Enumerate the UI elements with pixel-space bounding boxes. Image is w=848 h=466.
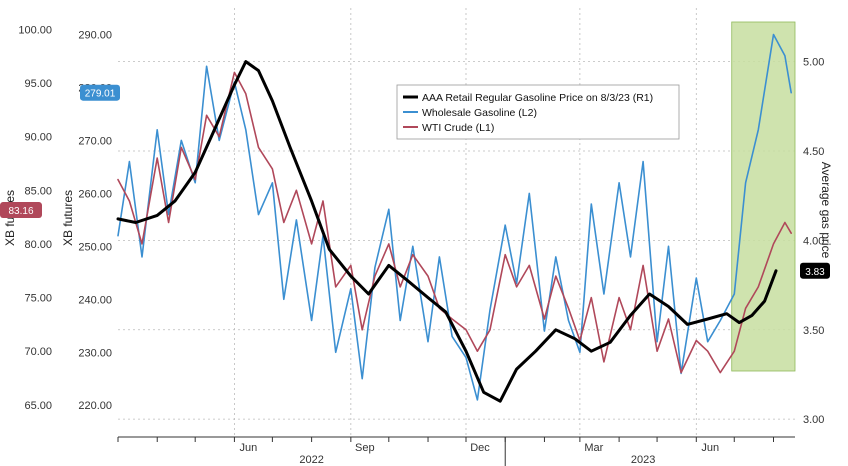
x-year-1: 2023 — [631, 454, 655, 466]
x-month-3: Mar — [584, 442, 603, 454]
x-month-1: Sep — [355, 442, 375, 454]
gas-tick-1: 3.50 — [803, 325, 824, 337]
badge-bg-wti_last — [0, 202, 42, 219]
series-line-gas — [116, 60, 778, 403]
series-line-wti — [117, 71, 793, 374]
badge-bg-gas_last — [800, 262, 830, 279]
x-month-2: Dec — [470, 442, 490, 454]
wti-tick-6: 95.00 — [24, 78, 52, 90]
xb-tick-2: 240.00 — [78, 294, 112, 306]
badge-bg-xb_last — [80, 84, 120, 101]
xb-axis-title: XB futures — [61, 190, 75, 246]
legend-label-gasoline-retail: AAA Retail Regular Gasoline Price on 8/3… — [422, 92, 653, 104]
badge-gas_last: 3.83 — [800, 262, 830, 279]
xb-tick-7: 290.00 — [78, 29, 112, 41]
gas-tick-4: 5.00 — [803, 57, 824, 69]
x-month-0: Jun — [240, 442, 258, 454]
gas-tick-2: 4.00 — [803, 235, 824, 247]
wti-tick-0: 65.00 — [24, 400, 52, 412]
axes: 65.00 70.00 75.00 80.00 85.00 90.00 95.00 100.0… — [18, 24, 824, 466]
wti-tick-5: 90.00 — [24, 132, 52, 144]
wti-tick-2: 75.00 — [24, 293, 52, 305]
legend: AAA Retail Regular Gasoline Price on 8/3… — [396, 84, 680, 140]
wti-tick-3: 80.00 — [24, 239, 52, 251]
x-month-4: Jun — [701, 442, 719, 454]
legend-label-wholesale: Wholesale Gasoline (L2) — [422, 107, 537, 119]
value-badges: 83.16 279.01 3.83 — [0, 84, 830, 279]
grid — [118, 8, 795, 437]
gas-tick-3: 4.50 — [803, 146, 824, 158]
xb-tick-3: 250.00 — [78, 241, 112, 253]
series-layer — [116, 33, 793, 403]
badge-label-xb_last: 279.01 — [85, 89, 116, 100]
xb-tick-5: 270.00 — [78, 135, 112, 147]
x-year-0: 2022 — [299, 454, 323, 466]
xb-tick-1: 230.00 — [78, 347, 112, 359]
gas-tick-0: 3.00 — [803, 414, 824, 426]
badge-label-wti_last: 83.16 — [8, 206, 33, 217]
highlight-band — [731, 21, 796, 372]
badge-wti_last: 83.16 — [0, 202, 42, 219]
badge-xb_last: 279.01 — [80, 84, 120, 101]
wti-tick-7: 100.00 — [18, 24, 52, 36]
wti-tick-1: 70.00 — [24, 346, 52, 358]
badge-label-gas_last: 3.83 — [805, 267, 825, 278]
xb-tick-4: 260.00 — [78, 188, 112, 200]
xb-tick-0: 220.00 — [78, 400, 112, 412]
gas-axis-title: Average gas price — [819, 162, 833, 259]
wti-tick-4: 85.00 — [24, 185, 52, 197]
legend-label-wti: WTI Crude (L1) — [422, 122, 494, 134]
legend-box — [396, 84, 680, 140]
